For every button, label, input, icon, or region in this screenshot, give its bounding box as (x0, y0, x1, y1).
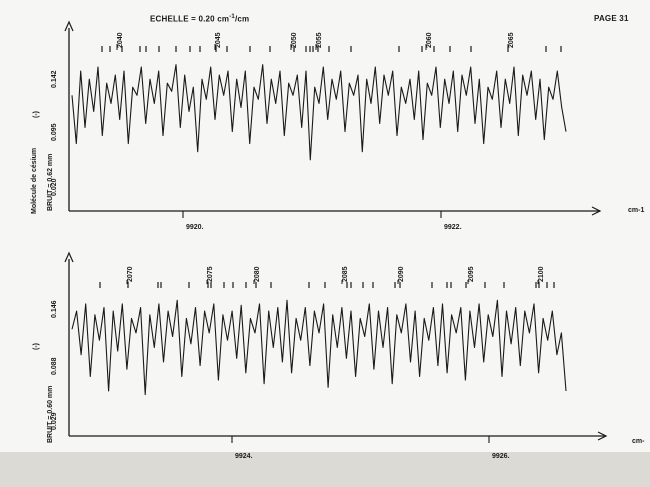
noise-label: BRUIT = 0.60 mm (47, 386, 54, 443)
x-tick-label: 9926. (492, 453, 510, 460)
line-number-label: 2075 (207, 266, 214, 282)
noise-label: BRUIT = 0.62 mm (47, 154, 54, 211)
y-axis-title: Molécule de césium (31, 148, 38, 214)
y-tick-label: 0.142 (51, 70, 58, 88)
y-tick-label: 0.029 (51, 412, 58, 430)
line-number-label: 2085 (342, 266, 349, 282)
line-number-label: 2045 (215, 32, 222, 48)
spectrum-trace (71, 299, 567, 396)
scale-label-text: ECHELLE = 0.20 cm (150, 14, 230, 24)
y-tick-label: 0.146 (51, 300, 58, 318)
line-number-label: 2100 (538, 266, 545, 282)
line-number-label: 2095 (468, 266, 475, 282)
y-axis-arrow (64, 20, 74, 32)
line-number-label: 2060 (426, 32, 433, 48)
scale-label: ECHELLE = 0.20 cm-1/cm (150, 14, 249, 24)
line-number-label: 2050 (291, 32, 298, 48)
line-number-label: 2040 (117, 32, 124, 48)
y-tick-label: 0.020 (51, 178, 58, 196)
scale-label-unit: /cm (234, 14, 250, 24)
line-number-label: 2080 (254, 266, 261, 282)
line-number-label: 2070 (127, 266, 134, 282)
x-axis-unit: cm- (632, 438, 645, 445)
spectrum-trace (71, 64, 567, 161)
x-tick-label: 9924. (235, 453, 253, 460)
y-axis-arrow (64, 251, 74, 263)
line-number-label: 2090 (398, 266, 405, 282)
x-tick-label: 9922. (444, 224, 462, 231)
x-axis-unit: cm-1 (628, 207, 644, 214)
x-axis-arrow (591, 206, 602, 216)
x-tick-label: 9920. (186, 224, 204, 231)
y-tick-label: 0.088 (51, 357, 58, 375)
x-axis-arrow (597, 431, 608, 441)
page-number: PAGE 31 (594, 14, 629, 23)
y-axis-unit: (-) (33, 343, 40, 350)
y-axis-unit: (-) (33, 111, 40, 118)
scan-bottom-edge (0, 452, 650, 487)
line-number-label: 2065 (508, 32, 515, 48)
scale-label-sup: -1 (229, 14, 235, 20)
line-number-label: 2055 (316, 32, 323, 48)
y-tick-label: 0.095 (51, 123, 58, 141)
